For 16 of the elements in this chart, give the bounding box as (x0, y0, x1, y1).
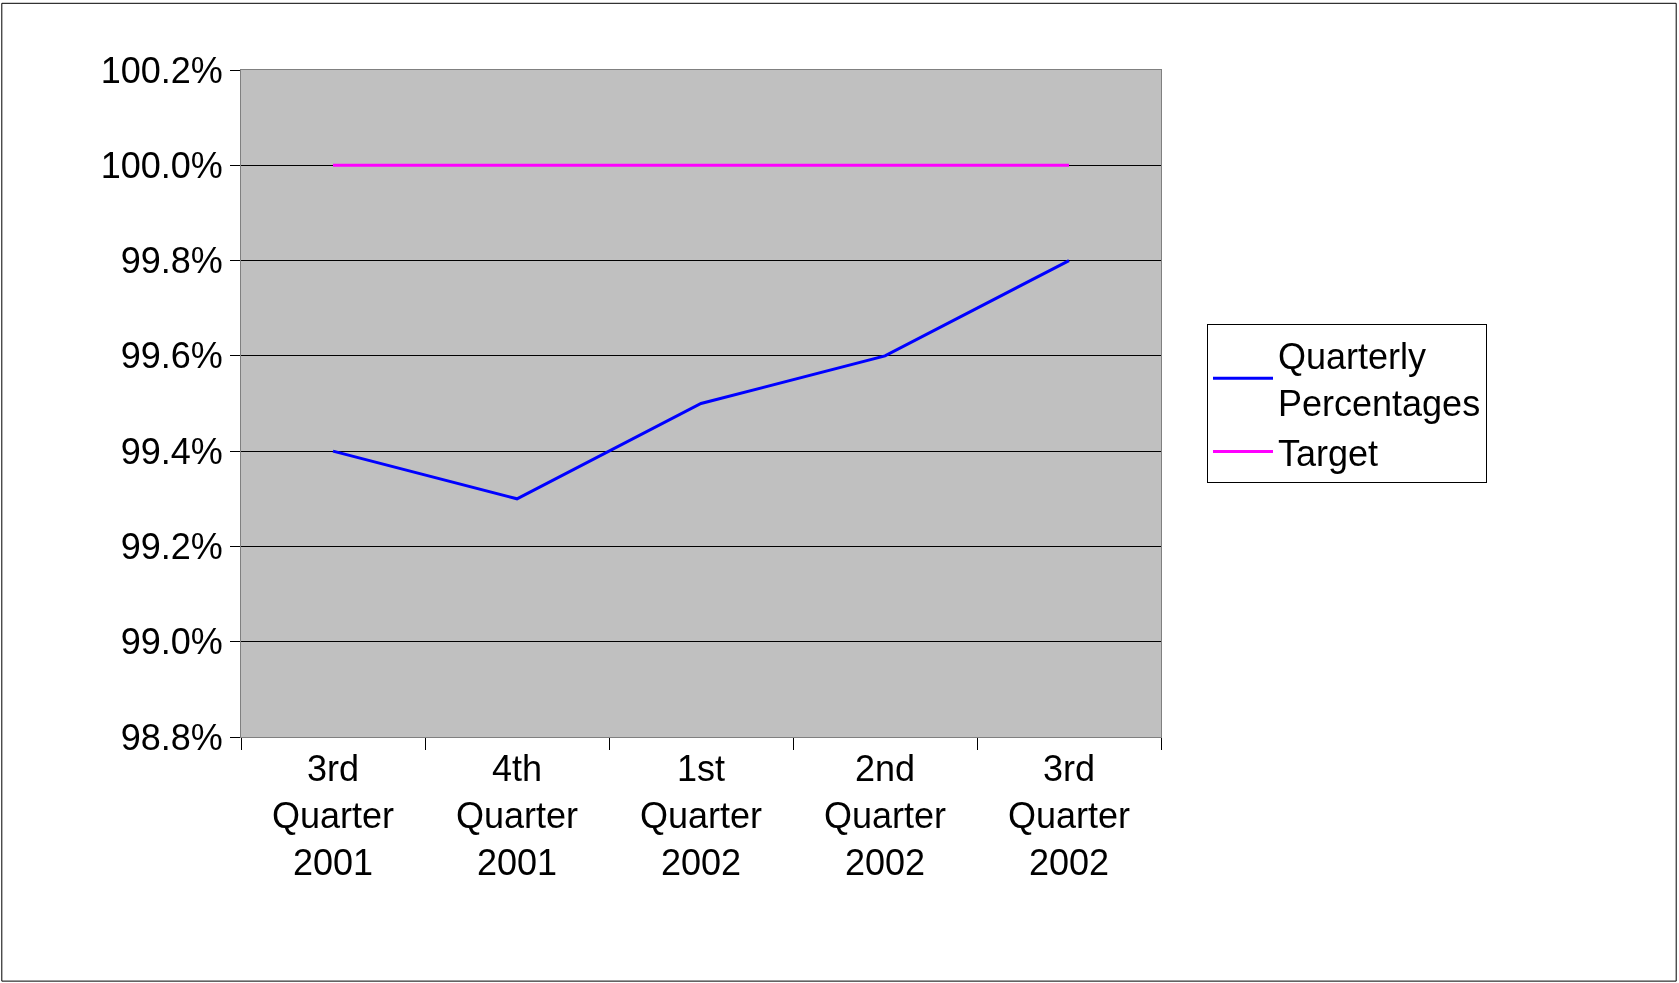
x-tick-label: 2nd Quarter 2002 (823, 748, 947, 883)
y-tick-label: 99.6% (120, 335, 223, 377)
y-tick-label: 100.2% (100, 49, 223, 91)
y-tick-label: 99.2% (120, 526, 223, 568)
y-tick-label: 99.4% (120, 430, 223, 472)
legend-label: Target (1278, 432, 1379, 474)
line-series (331, 259, 1071, 501)
y-tick-label: 98.8% (120, 716, 223, 758)
x-tick-label: 1st Quarter 2002 (639, 748, 763, 883)
x-tick-label: 3rd Quarter 2002 (1007, 748, 1131, 883)
y-tick-label: 99.8% (120, 240, 223, 282)
x-tick-label: 4th Quarter 2001 (455, 748, 579, 883)
x-tick-label: 3rd Quarter 2001 (271, 748, 395, 883)
y-tick-label: 99.0% (120, 621, 223, 663)
legend-label: Quarterly Percentages (1278, 335, 1481, 424)
y-tick-label: 100.0% (100, 144, 223, 186)
